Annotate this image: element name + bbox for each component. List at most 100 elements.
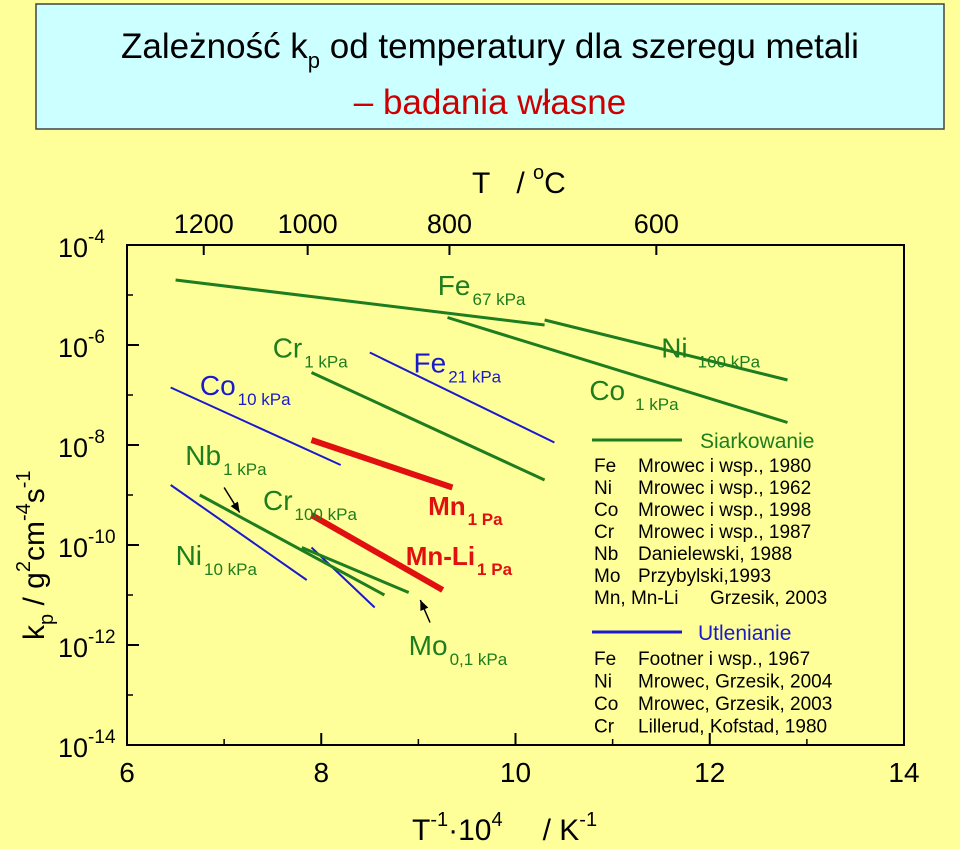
y-tick-base: 10: [58, 533, 88, 563]
arrow-head: [420, 600, 429, 611]
series-line-co10: [170, 386, 342, 466]
series-line-cr1: [310, 371, 546, 482]
legend-metal: Ni: [594, 672, 612, 693]
y-tick-exp: -4: [88, 227, 105, 248]
top-axis-unit-end: C: [544, 167, 566, 200]
legend-blue-rows: Fe Footner i wsp., 1967 Ni Mrowec, Grzesik,…: [594, 649, 833, 738]
y-axis-unit-sup1: 2: [13, 561, 35, 572]
series-label-sub: 100 kPa: [295, 505, 358, 524]
series-label-mnli1: Mn-Li 1 Pa: [406, 541, 513, 579]
arrow-head: [230, 501, 240, 513]
series-label-cr1: Cr 1 kPa: [273, 333, 349, 372]
series-line-mo01: [301, 546, 410, 594]
series-label-ni10: Ni 10 kPa: [176, 540, 258, 579]
top-axis-title: T / oC: [472, 162, 566, 200]
series-label-sub: 10 kPa: [238, 390, 291, 409]
series-label-main: Fe: [438, 270, 471, 301]
series-label-main: Mn-Li: [406, 541, 475, 571]
series-line-mnli1: [310, 512, 445, 593]
y-axis-unit-mid: cm: [18, 521, 51, 561]
top-axis-ticks: 1200 1000 800 600: [174, 209, 679, 255]
series-line-ni10: [170, 484, 308, 581]
x-tick-label: 12: [694, 757, 725, 788]
legend-reference: Mrowec i wsp., 1987: [638, 522, 811, 543]
legend-reference: Danielewski, 1988: [638, 544, 792, 565]
series-label-main: Ni: [176, 540, 202, 571]
series-label-sub: 1 kPa: [223, 460, 267, 479]
top-tick-label: 1200: [174, 209, 234, 239]
series-label-ni100: Ni 100 kPa: [661, 333, 760, 372]
series-line-fe21: [369, 351, 555, 444]
top-tick-label: 800: [427, 209, 472, 239]
series-label-sub: 1 kPa: [635, 395, 679, 414]
legend-blue-heading: Utlenianie: [698, 622, 791, 645]
x-axis-title: T-1·104/ K-1: [412, 809, 597, 847]
y-axis-label: k: [18, 624, 51, 640]
legend-metal: Mn, Mn-Li: [594, 588, 678, 609]
legend-metal: Cr: [594, 717, 615, 738]
x-tick-label: 10: [500, 757, 531, 788]
series-label-co10: Co 10 kPa: [200, 370, 291, 409]
legend-green-rows: Fe Mrowec i wsp., 1980 Ni Mrowec i wsp., 19…: [594, 456, 827, 609]
y-tick-exp: -12: [88, 627, 115, 648]
top-tick-label: 1000: [278, 209, 338, 239]
legend-reference: Footner i wsp., 1967: [638, 649, 810, 670]
x-axis-label-sup: -1: [430, 809, 448, 831]
y-axis-title: kp / g2cm-4s-1: [13, 470, 58, 640]
x-axis-unit-sup: -1: [579, 809, 597, 831]
series-label-main: Co: [200, 370, 236, 401]
y-axis-unit-sup3: -1: [13, 470, 35, 488]
y-tick-label: 10-4: [58, 227, 105, 263]
series-label-mo01: Mo 0,1 kPa: [409, 630, 508, 669]
legend-reference: Mrowec i wsp., 1962: [638, 478, 811, 499]
top-axis-unit: /: [516, 167, 533, 200]
series-label-sub: 67 kPa: [472, 290, 525, 309]
title-main: Zależność k: [121, 27, 308, 66]
legend-reference: Grzesik, 2003: [710, 588, 827, 609]
legend-metal: Mo: [594, 566, 620, 587]
x-tick-label: 8: [313, 757, 329, 788]
legend-reference: Lillerud, Kofstad, 1980: [638, 717, 827, 738]
series-label-main: Nb: [185, 440, 221, 471]
x-axis-ticks: 6 8 10 12 14: [119, 733, 920, 788]
series-label-fe21: Fe 21 kPa: [414, 348, 502, 387]
annotation-arrows: [223, 487, 431, 623]
series-label-main: Mn: [428, 491, 466, 521]
series-line-ni100: [544, 318, 788, 382]
series-label-sub: 0,1 kPa: [450, 650, 508, 669]
y-tick-label: 10-12: [58, 627, 116, 663]
mo-arrow: [419, 599, 431, 623]
y-tick-base: 10: [58, 233, 88, 263]
title-subscript: p: [308, 48, 320, 73]
x-axis-unit: / K: [543, 814, 580, 847]
legend-metal: Nb: [594, 544, 618, 565]
series-label-sub: 1 Pa: [468, 510, 504, 529]
title-rest: od temperatury dla szeregu metali: [320, 27, 859, 66]
slide-title: Zależność kp od temperatury dla szeregu …: [121, 27, 859, 73]
series-label-main: Cr: [273, 333, 303, 364]
series-label-sub: 21 kPa: [448, 368, 501, 387]
y-tick-base: 10: [58, 633, 88, 663]
x-axis-label-sup2: 4: [491, 809, 502, 831]
series-label-main: Mo: [409, 630, 448, 661]
y-tick-label: 10-14: [58, 727, 116, 763]
y-axis-unit-end: s: [18, 488, 51, 503]
slide-subtitle: – badania własne: [354, 83, 626, 122]
y-tick-exp: -10: [88, 527, 115, 548]
legend-metal: Cr: [594, 522, 615, 543]
series-label-sub: 1 kPa: [304, 353, 348, 372]
legend-metal: Co: [594, 694, 618, 715]
legend-reference: Przybylski,1993: [638, 566, 771, 587]
legend-reference: Mrowec, Grzesik, 2004: [638, 672, 833, 693]
series-label-main: Cr: [263, 485, 293, 516]
y-axis-unit: / g: [18, 572, 51, 614]
y-tick-base: 10: [58, 333, 88, 363]
y-tick-base: 10: [58, 433, 88, 463]
x-tick-label: 14: [888, 757, 919, 788]
series-lines: [170, 278, 788, 609]
series-label-main: Fe: [414, 348, 447, 379]
series-label-nb1: Nb 1 kPa: [185, 440, 267, 479]
y-tick-label: 10-6: [58, 327, 105, 363]
